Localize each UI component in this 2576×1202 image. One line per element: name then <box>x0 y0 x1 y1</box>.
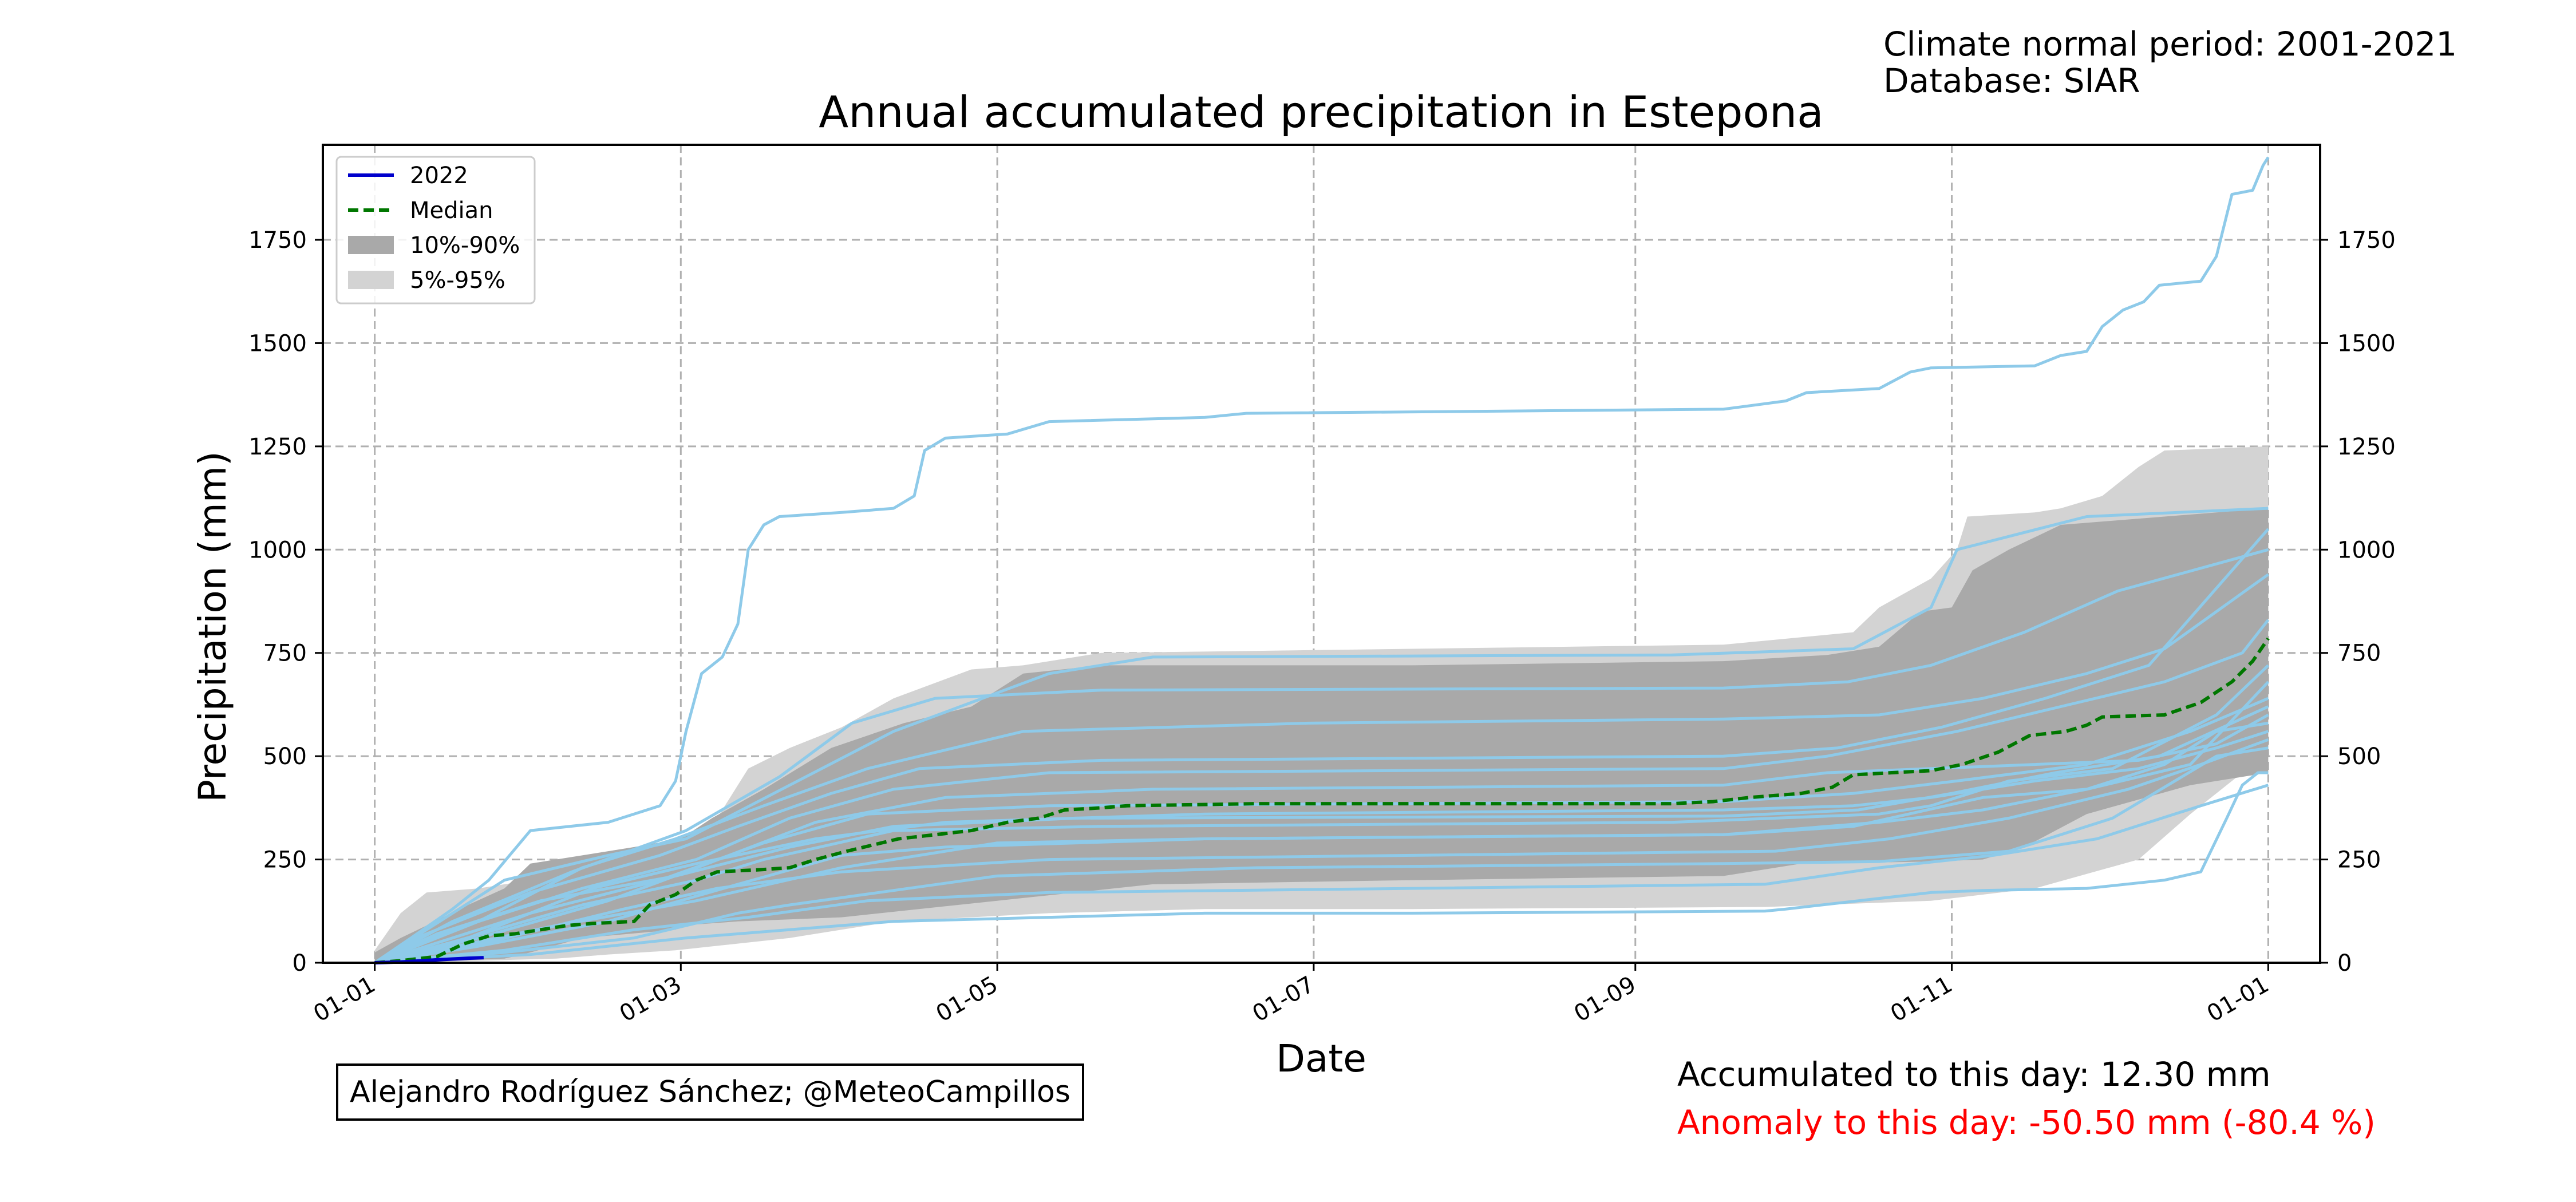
historic-year-line-15 <box>374 548 2269 964</box>
normal-period-label: Climate normal period: 2001-2021 <box>1883 25 2458 64</box>
credit-box: Alejandro Rodríguez Sánchez; @MeteoCampi… <box>336 1063 1084 1121</box>
x-tick-label-1: 01-03 <box>615 971 686 1027</box>
historic-year-line-1 <box>374 156 2270 964</box>
database-label: Database: SIAR <box>1883 61 2140 100</box>
y-tick-label-left-2: 500 <box>263 744 307 770</box>
historic-year-line-16 <box>374 784 2269 964</box>
y-tick-label-right-7: 1750 <box>2337 227 2396 254</box>
legend-swatch-5-95- <box>348 271 394 289</box>
y-axis-label: Precipitation (mm) <box>191 451 235 802</box>
x-tick-label-4: 01-09 <box>1570 971 1641 1027</box>
historic-year-line-8 <box>374 619 2270 964</box>
y-tick-label-right-2: 500 <box>2337 744 2381 770</box>
legend-swatch-10-90- <box>348 236 394 254</box>
y-tick-label-left-5: 1250 <box>248 434 307 460</box>
median-line <box>374 637 2270 964</box>
historic-year-line-17 <box>374 705 2269 964</box>
legend-label-5-95-: 5%-95% <box>410 267 505 294</box>
historic-year-line-13 <box>374 738 2269 964</box>
y-tick-label-left-0: 0 <box>293 950 307 976</box>
legend: 2022 Median 10%-90% 5%-95% <box>335 156 536 305</box>
legend-label-2022: 2022 <box>410 163 468 189</box>
historic-year-line-2 <box>374 771 2269 964</box>
historic-year-line-4 <box>374 664 2270 964</box>
y-tick-label-left-6: 1500 <box>248 330 307 357</box>
historic-year-line-6 <box>374 746 2269 964</box>
legend-label-10-90-: 10%-90% <box>410 232 520 259</box>
y-tick-label-right-1: 250 <box>2337 847 2381 873</box>
y-tick-label-left-4: 1000 <box>248 537 307 563</box>
accumulated-label: Accumulated to this day: 12.30 mm <box>1677 1055 2271 1094</box>
legend-label-median: Median <box>410 197 493 224</box>
historic-year-line-3 <box>374 507 2269 964</box>
y-tick-label-left-7: 1750 <box>248 227 307 254</box>
y-tick-label-right-5: 1250 <box>2337 434 2396 460</box>
anomaly-label: Anomaly to this day: -50.50 mm (-80.4 %) <box>1677 1103 2376 1142</box>
x-tick-label-5: 01-11 <box>1886 971 1957 1027</box>
y-tick-label-right-6: 1500 <box>2337 330 2396 357</box>
y-tick-label-right-4: 1000 <box>2337 537 2396 563</box>
x-axis-label: Date <box>1276 1037 1366 1081</box>
legend-box <box>335 156 536 305</box>
y-tick-label-right-3: 750 <box>2337 640 2381 667</box>
plot-frame <box>322 144 2321 964</box>
historic-year-line-14 <box>374 528 2270 964</box>
chart-title: Annual accumulated precipitation in Este… <box>819 86 1824 137</box>
y-tick-label-left-1: 250 <box>263 847 307 873</box>
historic-year-line-12 <box>374 730 2269 964</box>
y-tick-label-left-3: 750 <box>263 640 307 667</box>
x-tick-label-3: 01-07 <box>1248 971 1319 1027</box>
x-tick-label-2: 01-05 <box>931 971 1002 1027</box>
x-tick-label-0: 01-01 <box>309 971 380 1027</box>
y-tick-label-right-0: 0 <box>2337 950 2352 976</box>
x-tick-label-6: 01-01 <box>2203 971 2274 1027</box>
